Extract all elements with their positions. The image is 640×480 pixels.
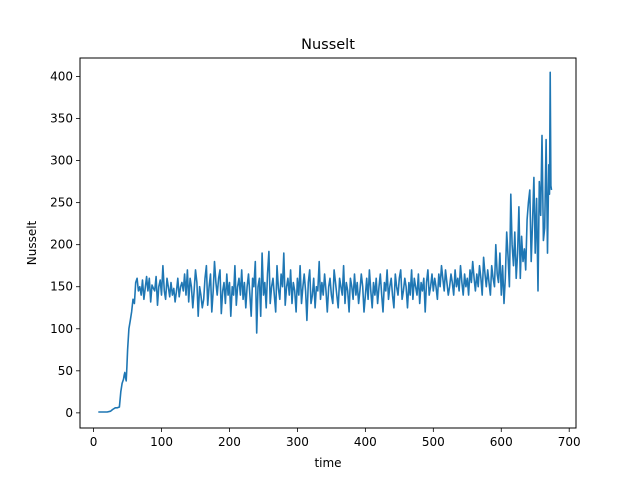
y-tick-label: 100 xyxy=(50,322,73,336)
x-tick-label: 100 xyxy=(150,435,173,449)
y-axis-ticks: 0 50 100 150 200 250 300 350 400 xyxy=(50,70,80,420)
plot-area xyxy=(80,58,576,428)
y-tick-label: 200 xyxy=(50,238,73,252)
y-tick-label: 300 xyxy=(50,154,73,168)
x-tick-label: 500 xyxy=(422,435,445,449)
y-axis-label: Nusselt xyxy=(25,220,39,265)
x-tick-label: 600 xyxy=(490,435,513,449)
plot-frame xyxy=(79,57,577,429)
x-tick-label: 400 xyxy=(354,435,377,449)
series-layer xyxy=(98,71,553,413)
x-tick-label: 700 xyxy=(558,435,581,449)
chart-title: Nusselt xyxy=(301,37,355,53)
x-tick-label: 0 xyxy=(90,435,98,449)
x-axis-ticks: 0 100 200 300 400 500 600 700 xyxy=(90,428,581,449)
x-tick-label: 200 xyxy=(218,435,241,449)
y-tick-label: 350 xyxy=(50,112,73,126)
y-tick-label: 250 xyxy=(50,196,73,210)
x-tick-label: 300 xyxy=(286,435,309,449)
series-line xyxy=(98,71,553,413)
y-tick-label: 150 xyxy=(50,280,73,294)
y-tick-label: 50 xyxy=(58,364,73,378)
x-axis-label: time xyxy=(314,456,341,470)
y-tick-label: 400 xyxy=(50,70,73,84)
y-tick-label: 0 xyxy=(65,406,73,420)
